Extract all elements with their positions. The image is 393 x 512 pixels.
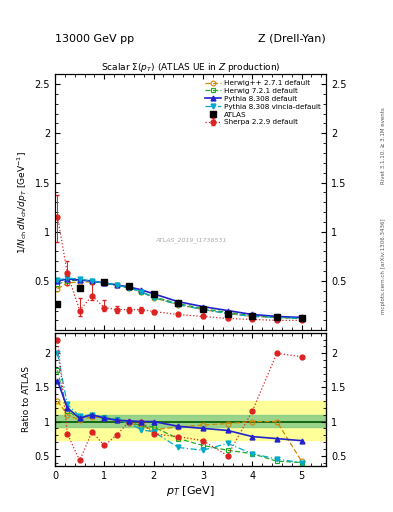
ATLAS <box>102 279 107 285</box>
Pythia 8.308 vincia-default <box>225 310 230 316</box>
Herwig 7.2.1 default <box>250 312 255 318</box>
Text: ATLAS_2019_I1736531: ATLAS_2019_I1736531 <box>155 238 226 244</box>
Pythia 8.308 vincia-default <box>114 282 119 288</box>
Title: Scalar $\Sigma(p_T)$ (ATLAS UE in $Z$ production): Scalar $\Sigma(p_T)$ (ATLAS UE in $Z$ pr… <box>101 61 280 74</box>
Pythia 8.308 vincia-default <box>250 313 255 319</box>
Text: 13000 GeV pp: 13000 GeV pp <box>55 33 134 44</box>
Herwig++ 2.7.1 default <box>127 285 131 291</box>
Herwig++ 2.7.1 default <box>139 289 144 295</box>
Herwig++ 2.7.1 default <box>77 279 82 285</box>
Herwig++ 2.7.1 default <box>114 282 119 288</box>
Pythia 8.308 vincia-default <box>176 302 181 308</box>
Pythia 8.308 default <box>90 278 94 284</box>
Pythia 8.308 default <box>200 304 205 310</box>
Pythia 8.308 vincia-default <box>275 314 279 321</box>
Herwig 7.2.1 default <box>55 281 60 287</box>
Herwig++ 2.7.1 default <box>299 315 304 322</box>
Pythia 8.308 default <box>127 284 131 290</box>
Pythia 8.308 default <box>176 298 181 305</box>
Pythia 8.308 vincia-default <box>102 280 107 286</box>
Pythia 8.308 default <box>139 287 144 293</box>
Pythia 8.308 default <box>102 280 107 286</box>
Herwig 7.2.1 default <box>127 285 131 291</box>
Pythia 8.308 default <box>151 291 156 297</box>
ATLAS <box>127 283 131 289</box>
ATLAS <box>225 310 230 316</box>
Herwig 7.2.1 default <box>299 315 304 322</box>
Line: Pythia 8.308 default: Pythia 8.308 default <box>55 276 304 320</box>
Pythia 8.308 vincia-default <box>55 277 60 283</box>
Herwig 7.2.1 default <box>225 309 230 315</box>
Herwig 7.2.1 default <box>77 277 82 283</box>
Herwig++ 2.7.1 default <box>90 279 94 285</box>
Herwig++ 2.7.1 default <box>250 313 255 319</box>
Herwig 7.2.1 default <box>114 282 119 288</box>
Pythia 8.308 default <box>55 278 60 284</box>
Herwig++ 2.7.1 default <box>102 280 107 286</box>
Bar <box>55 415 326 427</box>
Pythia 8.308 default <box>65 276 70 282</box>
Herwig++ 2.7.1 default <box>65 280 70 286</box>
Pythia 8.308 vincia-default <box>65 275 70 281</box>
Pythia 8.308 vincia-default <box>139 289 144 295</box>
ATLAS <box>200 306 205 312</box>
ATLAS <box>250 313 255 319</box>
Line: Pythia 8.308 vincia-default: Pythia 8.308 vincia-default <box>55 275 304 321</box>
Herwig++ 2.7.1 default <box>275 314 279 321</box>
ATLAS <box>151 291 156 297</box>
Line: Herwig 7.2.1 default: Herwig 7.2.1 default <box>55 278 304 321</box>
ATLAS <box>275 314 279 321</box>
Herwig++ 2.7.1 default <box>151 295 156 301</box>
Pythia 8.308 default <box>114 282 119 288</box>
Pythia 8.308 default <box>225 308 230 314</box>
Pythia 8.308 default <box>275 313 279 319</box>
Legend: Herwig++ 2.7.1 default, Herwig 7.2.1 default, Pythia 8.308 default, Pythia 8.308: Herwig++ 2.7.1 default, Herwig 7.2.1 def… <box>203 78 323 127</box>
Herwig++ 2.7.1 default <box>55 286 60 292</box>
Text: Z (Drell-Yan): Z (Drell-Yan) <box>259 33 326 44</box>
ATLAS <box>299 315 304 322</box>
Herwig 7.2.1 default <box>176 301 181 307</box>
Pythia 8.308 default <box>77 277 82 283</box>
Y-axis label: $1/N_\mathrm{ch}\,dN_\mathrm{ch}/dp_T$ [GeV$^{-1}$]: $1/N_\mathrm{ch}\,dN_\mathrm{ch}/dp_T$ [… <box>16 151 31 253</box>
Line: Herwig++ 2.7.1 default: Herwig++ 2.7.1 default <box>55 280 304 321</box>
Herwig++ 2.7.1 default <box>176 302 181 308</box>
Y-axis label: Ratio to ATLAS: Ratio to ATLAS <box>22 367 31 432</box>
Herwig 7.2.1 default <box>102 280 107 286</box>
Pythia 8.308 vincia-default <box>151 295 156 301</box>
X-axis label: $p_T$ [GeV]: $p_T$ [GeV] <box>166 483 215 498</box>
Pythia 8.308 vincia-default <box>77 276 82 282</box>
Herwig 7.2.1 default <box>151 294 156 300</box>
Pythia 8.308 vincia-default <box>90 278 94 284</box>
Text: Rivet 3.1.10, ≥ 3.1M events: Rivet 3.1.10, ≥ 3.1M events <box>381 108 386 184</box>
ATLAS <box>55 301 60 307</box>
Text: mcplots.cern.ch [arXiv:1306.3436]: mcplots.cern.ch [arXiv:1306.3436] <box>381 219 386 314</box>
Herwig 7.2.1 default <box>139 289 144 295</box>
ATLAS <box>77 285 82 291</box>
Herwig 7.2.1 default <box>200 306 205 312</box>
Herwig 7.2.1 default <box>275 314 279 321</box>
Pythia 8.308 vincia-default <box>299 315 304 322</box>
Line: ATLAS: ATLAS <box>54 279 305 322</box>
Pythia 8.308 default <box>250 311 255 317</box>
ATLAS <box>176 300 181 306</box>
Herwig++ 2.7.1 default <box>225 310 230 316</box>
Herwig++ 2.7.1 default <box>200 307 205 313</box>
Herwig 7.2.1 default <box>65 278 70 284</box>
Pythia 8.308 vincia-default <box>127 285 131 291</box>
Pythia 8.308 default <box>299 314 304 321</box>
Pythia 8.308 vincia-default <box>200 307 205 313</box>
Bar <box>55 401 326 440</box>
Herwig 7.2.1 default <box>90 278 94 284</box>
